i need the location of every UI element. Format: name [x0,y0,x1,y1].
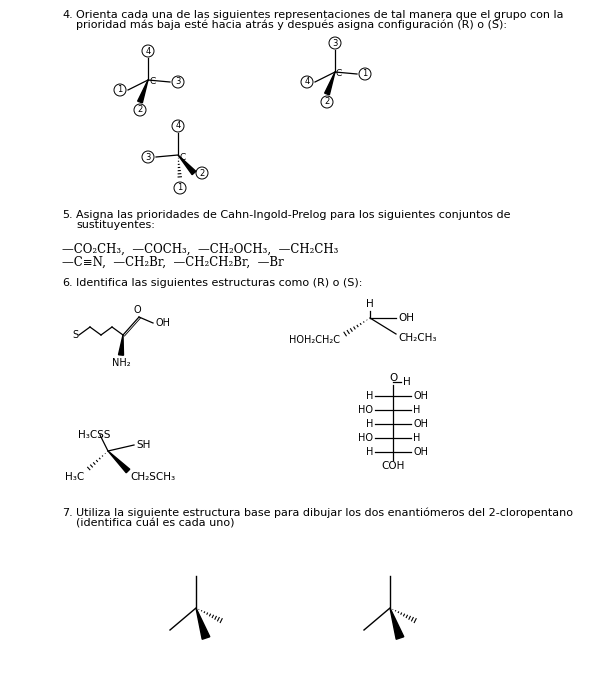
Text: 4: 4 [305,78,309,87]
Text: 1: 1 [362,69,368,78]
Text: SH: SH [136,440,151,450]
Text: COH: COH [381,461,405,471]
Text: H: H [366,299,374,309]
Text: H: H [403,377,411,387]
Text: H: H [365,391,373,401]
Text: O: O [133,305,141,315]
Text: Orienta cada una de las siguientes representaciones de tal manera que el grupo c: Orienta cada una de las siguientes repre… [76,10,563,20]
Text: 2: 2 [324,97,330,106]
Text: 6.: 6. [62,278,73,288]
Polygon shape [118,335,124,355]
Text: HO: HO [358,405,373,415]
Text: H: H [365,447,373,457]
Text: OH: OH [413,419,428,429]
Text: 5.: 5. [62,210,73,220]
Text: OH: OH [155,318,170,328]
Text: (identifica cuál es cada uno): (identifica cuál es cada uno) [76,518,234,528]
Text: Identifica las siguientes estructuras como (R) o (S):: Identifica las siguientes estructuras co… [76,278,362,288]
Polygon shape [137,80,148,103]
Text: Utiliza la siguiente estructura base para dibujar los dos enantiómeros del 2-clo: Utiliza la siguiente estructura base par… [76,508,573,519]
Text: H₃C: H₃C [65,472,84,482]
Text: 2: 2 [199,169,205,178]
Text: HOH₂CH₂C: HOH₂CH₂C [289,335,340,345]
Text: H: H [365,419,373,429]
Text: OH: OH [413,447,428,457]
Text: 3: 3 [333,38,338,48]
Text: H₃CSS: H₃CSS [78,430,111,440]
Text: 1: 1 [177,183,183,192]
Text: 3: 3 [176,78,181,87]
Text: CH₂SCH₃: CH₂SCH₃ [130,472,175,482]
Text: 7.: 7. [62,508,73,518]
Text: Asigna las prioridades de Cahn-Ingold-Prelog para los siguientes conjuntos de: Asigna las prioridades de Cahn-Ingold-Pr… [76,210,511,220]
Text: 4: 4 [176,122,181,130]
Polygon shape [196,608,210,639]
Text: HO: HO [358,433,373,443]
Text: S: S [72,330,78,340]
Text: —CO₂CH₃,  —COCH₃,  —CH₂OCH₃,  —CH₂CH₃: —CO₂CH₃, —COCH₃, —CH₂OCH₃, —CH₂CH₃ [62,243,339,256]
Text: OH: OH [398,313,414,323]
Text: 1: 1 [117,85,123,94]
Text: prioridad más baja esté hacia atrás y después asigna configuración (R) o (S):: prioridad más baja esté hacia atrás y de… [76,20,507,31]
Polygon shape [178,155,196,175]
Text: 4: 4 [145,46,151,55]
Polygon shape [108,451,130,473]
Polygon shape [390,608,404,639]
Text: NH₂: NH₂ [112,358,130,368]
Text: C: C [336,69,342,78]
Text: 2: 2 [137,106,143,115]
Text: OH: OH [413,391,428,401]
Text: H: H [413,433,421,443]
Text: C: C [179,153,185,162]
Text: C: C [149,78,155,87]
Text: CH₂CH₃: CH₂CH₃ [398,333,437,343]
Text: O: O [389,373,397,383]
Text: 3: 3 [145,153,151,162]
Text: H: H [413,405,421,415]
Text: 4.: 4. [62,10,73,20]
Text: sustituyentes:: sustituyentes: [76,220,155,230]
Polygon shape [325,72,335,95]
Text: —C≡N,  —CH₂Br,  —CH₂CH₂Br,  —Br: —C≡N, —CH₂Br, —CH₂CH₂Br, —Br [62,256,284,269]
